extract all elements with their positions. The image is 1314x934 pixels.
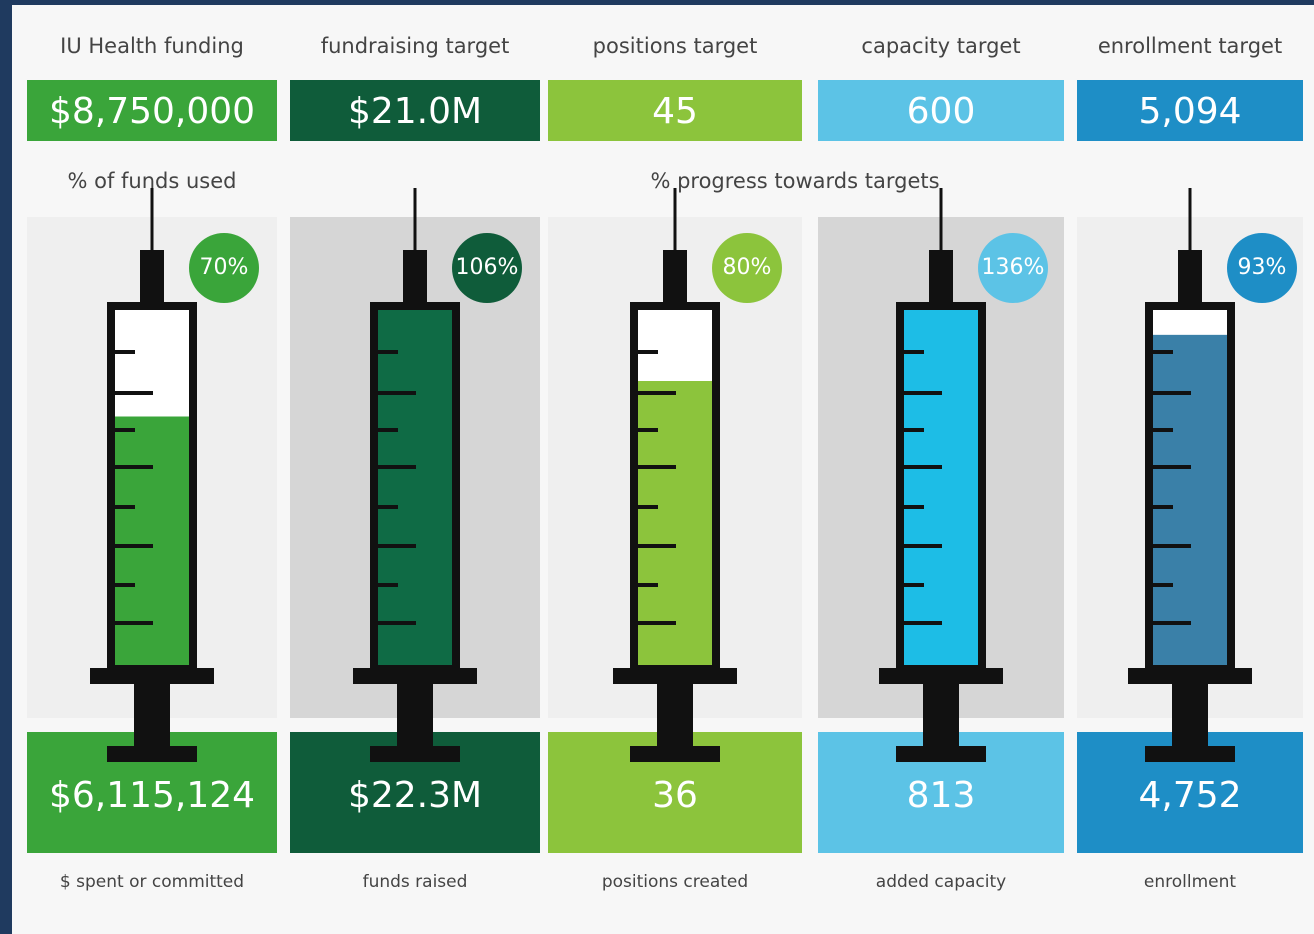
target-value: 45 xyxy=(652,91,698,132)
plunger-rod xyxy=(397,684,433,748)
plunger-rod xyxy=(657,684,693,748)
dashboard: IU Health funding $8,750,000 $6,115,124 $ s… xyxy=(0,0,1314,934)
plunger-rod xyxy=(923,684,959,748)
actual-label: $ spent or committed xyxy=(60,872,244,892)
hub xyxy=(929,250,953,302)
percent-label: 136% xyxy=(982,255,1045,280)
plunger-plate xyxy=(1145,746,1235,762)
fill-level xyxy=(115,417,189,666)
target-label: enrollment target xyxy=(1098,34,1282,58)
percent-label: 106% xyxy=(456,255,519,280)
hub xyxy=(403,250,427,302)
section-heading: % of funds used xyxy=(67,169,236,193)
plunger-plate xyxy=(630,746,720,762)
target-value: $8,750,000 xyxy=(49,91,255,132)
hub xyxy=(663,250,687,302)
flange xyxy=(879,668,1003,684)
actual-label: funds raised xyxy=(363,872,468,892)
target-value: 5,094 xyxy=(1138,91,1241,132)
actual-label: positions created xyxy=(602,872,748,892)
percent-label: 70% xyxy=(200,255,249,280)
actual-value: 4,752 xyxy=(1138,775,1241,816)
target-label: IU Health funding xyxy=(60,34,244,58)
fill-level xyxy=(1153,335,1227,665)
fill-level xyxy=(378,289,452,665)
flange xyxy=(90,668,214,684)
target-label: capacity target xyxy=(861,34,1020,58)
actual-value: 813 xyxy=(907,775,976,816)
actual-value: $6,115,124 xyxy=(49,775,255,816)
flange xyxy=(1128,668,1252,684)
section-heading: % progress towards targets xyxy=(650,169,939,193)
actual-label: added capacity xyxy=(876,872,1006,892)
actual-label: enrollment xyxy=(1144,872,1236,892)
hub xyxy=(1178,250,1202,302)
plunger-plate xyxy=(370,746,460,762)
plunger-plate xyxy=(896,746,986,762)
plunger-rod xyxy=(134,684,170,748)
flange xyxy=(613,668,737,684)
percent-label: 80% xyxy=(723,255,772,280)
target-value: 600 xyxy=(907,91,976,132)
flange xyxy=(353,668,477,684)
target-label: positions target xyxy=(593,34,758,58)
plunger-rod xyxy=(1172,684,1208,748)
target-label: fundraising target xyxy=(321,34,510,58)
target-value: $21.0M xyxy=(348,91,482,132)
hub xyxy=(140,250,164,302)
percent-label: 93% xyxy=(1238,255,1287,280)
actual-value: $22.3M xyxy=(348,775,482,816)
actual-value: 36 xyxy=(652,775,698,816)
plunger-plate xyxy=(107,746,197,762)
